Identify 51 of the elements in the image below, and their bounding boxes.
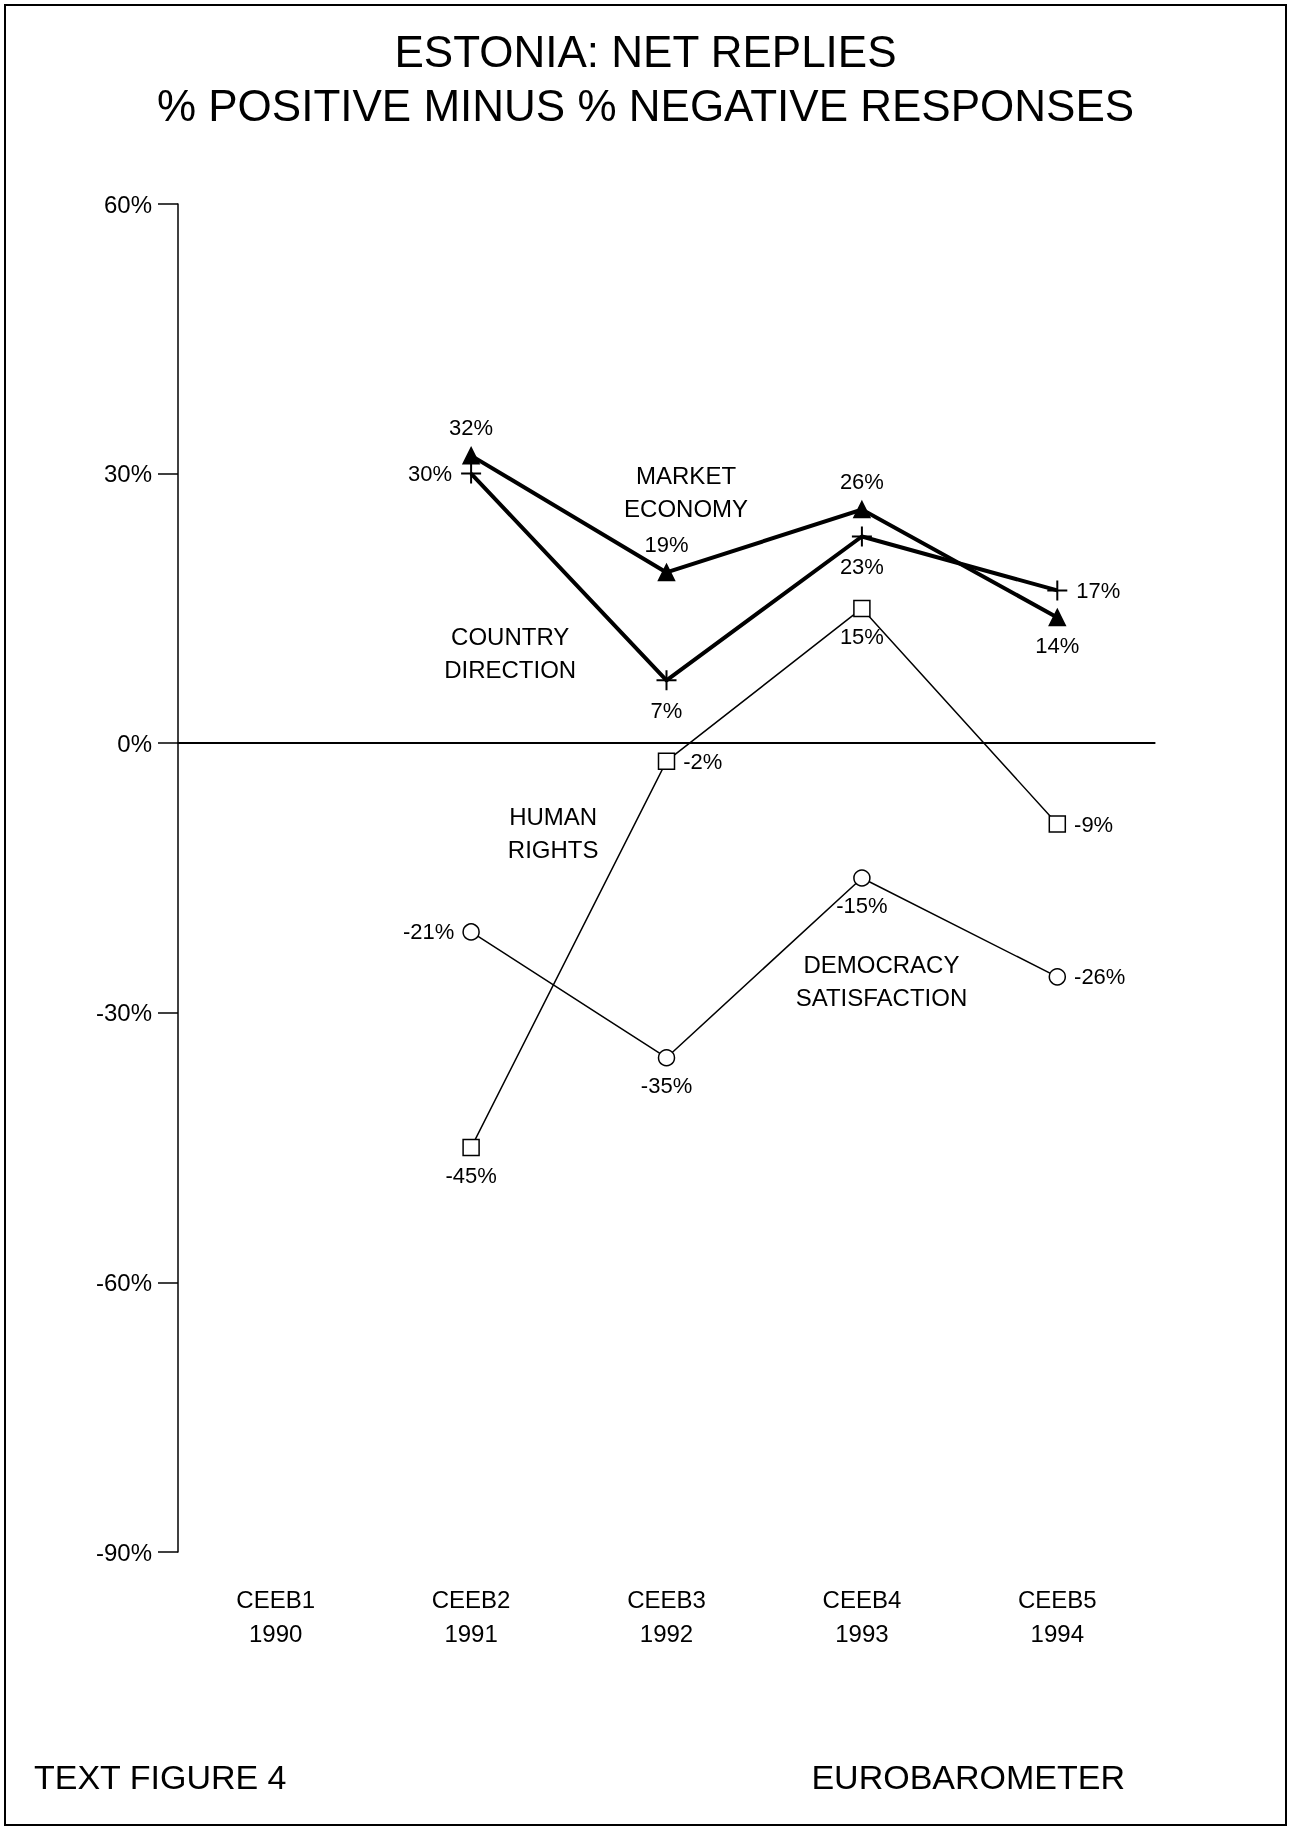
data-label: 15% — [839, 623, 884, 649]
data-label: -9% — [1074, 811, 1114, 837]
data-label: 19% — [644, 532, 689, 558]
data-label: 32% — [449, 415, 494, 441]
text: EUROBAROMETER — [811, 1758, 1126, 1796]
y-tick-label: -90% — [95, 1538, 152, 1566]
x-tick-label: CEEB5 1994 — [1017, 1585, 1097, 1647]
point — [460, 462, 483, 485]
data-label: 7% — [650, 697, 683, 723]
point — [1048, 815, 1067, 833]
data-label: 23% — [839, 554, 884, 580]
point — [462, 446, 480, 465]
series-label: HUMAN RIGHTS — [507, 803, 599, 864]
point — [853, 500, 871, 519]
point — [655, 669, 678, 692]
x-tick-label: CEEB2 1991 — [431, 1585, 511, 1647]
x-tick-label: CEEB3 1992 — [627, 1585, 706, 1647]
y-tick-label: 0% — [117, 729, 152, 757]
chart-title: ESTONIA: NET REPLIES — [394, 26, 897, 76]
data-label: 14% — [1035, 632, 1080, 658]
data-label: 26% — [839, 469, 884, 495]
point — [850, 525, 873, 548]
chart-subtitle: % POSITIVE MINUS % NEGATIVE RESPONSES — [156, 80, 1135, 130]
y-tick-label: -60% — [95, 1268, 152, 1296]
x-tick-label: CEEB1 1990 — [236, 1585, 316, 1647]
series-label: MARKET ECONOMY — [624, 461, 749, 522]
point — [1048, 608, 1067, 627]
point — [657, 752, 676, 770]
data-label: 17% — [1076, 577, 1121, 603]
data-label: -15% — [836, 893, 888, 919]
data-label: -21% — [402, 919, 455, 945]
y-tick-label: 60% — [103, 190, 152, 218]
point — [462, 923, 480, 941]
point — [462, 1138, 480, 1157]
point — [657, 563, 676, 582]
series-label: DEMOCRACY SATISFACTION — [795, 951, 968, 1012]
series-label: COUNTRY DIRECTION — [444, 623, 577, 684]
point — [853, 869, 871, 887]
x-tick-label: CEEB4 1993 — [822, 1585, 902, 1647]
point — [657, 1048, 676, 1067]
data-label: -2% — [683, 748, 723, 774]
point — [853, 599, 871, 618]
y-tick-label: 30% — [103, 460, 152, 488]
point — [1046, 579, 1069, 602]
data-label: -45% — [445, 1162, 497, 1188]
point — [1048, 968, 1067, 986]
data-label: 30% — [408, 461, 453, 487]
text: TEXT FIGURE 4 — [34, 1758, 287, 1796]
data-label: -26% — [1074, 964, 1126, 990]
data-label: -35% — [640, 1072, 693, 1098]
y-tick-label: -30% — [95, 999, 152, 1027]
